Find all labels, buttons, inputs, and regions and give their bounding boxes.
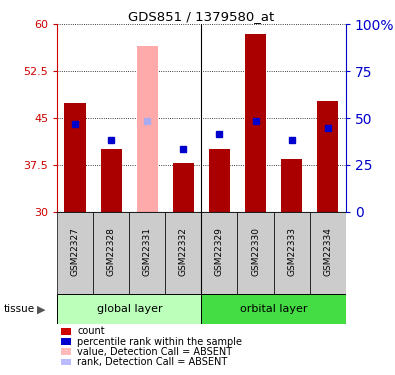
Text: ▶: ▶ (37, 304, 45, 314)
Title: GDS851 / 1379580_at: GDS851 / 1379580_at (128, 10, 275, 23)
Bar (166, 212, 201, 294)
Bar (237, 212, 274, 294)
Bar (173, 163, 194, 212)
Text: GSM22330: GSM22330 (251, 227, 260, 276)
Bar (137, 46, 158, 212)
Text: GSM22334: GSM22334 (323, 227, 332, 276)
Bar (317, 100, 339, 212)
Bar (245, 34, 266, 212)
Bar (130, 212, 166, 294)
Text: rank, Detection Call = ABSENT: rank, Detection Call = ABSENT (77, 357, 227, 367)
Text: orbital layer: orbital layer (240, 304, 307, 314)
Text: count: count (77, 327, 105, 336)
Text: GSM22331: GSM22331 (143, 227, 152, 276)
Text: GSM22327: GSM22327 (71, 227, 80, 276)
Text: percentile rank within the sample: percentile rank within the sample (77, 337, 242, 346)
Text: value, Detection Call = ABSENT: value, Detection Call = ABSENT (77, 347, 232, 357)
Bar (310, 212, 346, 294)
Bar (209, 149, 230, 212)
Bar (201, 294, 346, 324)
Text: tissue: tissue (4, 304, 35, 314)
Bar (57, 294, 201, 324)
Text: GSM22333: GSM22333 (287, 227, 296, 276)
Bar (100, 149, 122, 212)
Bar (64, 102, 86, 212)
Text: GSM22328: GSM22328 (107, 227, 116, 276)
Bar (274, 212, 310, 294)
Bar (57, 212, 93, 294)
Bar (281, 159, 303, 212)
Bar (93, 212, 130, 294)
Bar (201, 212, 237, 294)
Text: GSM22329: GSM22329 (215, 227, 224, 276)
Text: global layer: global layer (96, 304, 162, 314)
Text: GSM22332: GSM22332 (179, 227, 188, 276)
